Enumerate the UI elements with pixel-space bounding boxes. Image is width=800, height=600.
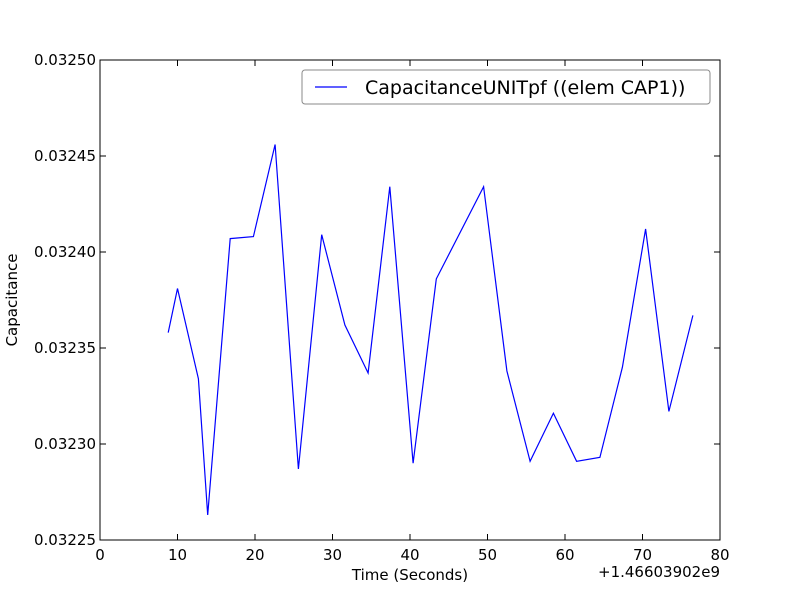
legend: CapacitanceUNITpf ((elem CAP1)) <box>301 69 711 105</box>
x-axis-label: Time (Seconds) <box>351 566 468 584</box>
x-tick-label: 0 <box>95 546 105 564</box>
y-tick-label: 0.03235 <box>34 339 96 357</box>
x-tick-label: 80 <box>710 546 729 564</box>
y-tick-label: 0.03245 <box>34 147 96 165</box>
y-axis: 0.03225 0.03230 0.03235 0.03240 0.03245 0.032… <box>34 51 720 549</box>
series-layer <box>167 144 694 516</box>
series-line <box>167 144 694 516</box>
y-tick-label: 0.03250 <box>34 51 96 69</box>
legend-entry-label: CapacitanceUNITpf ((elem CAP1)) <box>365 77 685 99</box>
x-tick-label: 20 <box>245 546 264 564</box>
x-axis: 0 10 20 30 40 50 60 70 80 <box>95 60 730 564</box>
x-tick-label: 50 <box>478 546 497 564</box>
x-tick-label: 30 <box>323 546 342 564</box>
x-tick-label: 70 <box>633 546 652 564</box>
y-tick-label: 0.03240 <box>34 243 96 261</box>
x-tick-label: 60 <box>555 546 574 564</box>
legend-box <box>301 69 711 105</box>
y-tick-label: 0.03230 <box>34 435 96 453</box>
plot-area <box>99 59 721 541</box>
y-axis-label: Capacitance <box>3 254 21 347</box>
y-tick-label: 0.03225 <box>34 531 96 549</box>
x-tick-label: 40 <box>400 546 419 564</box>
x-offset-label: +1.46603902e9 <box>598 563 720 581</box>
x-tick-label: 10 <box>168 546 187 564</box>
